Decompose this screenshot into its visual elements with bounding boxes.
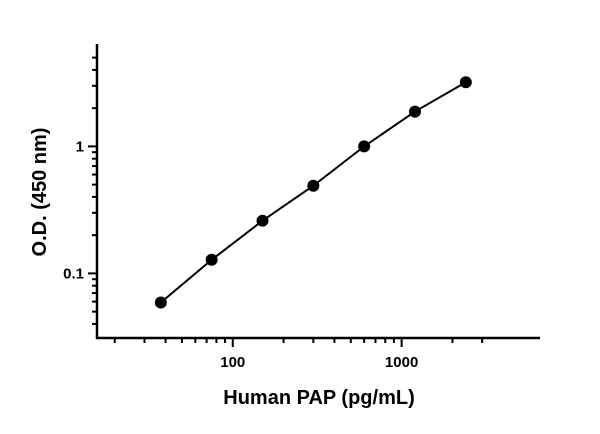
- x-axis-label: Human PAP (pg/mL): [223, 387, 414, 409]
- data-point: [154, 296, 167, 309]
- x-tick-label: 100: [220, 354, 245, 371]
- y-tick-label: 1: [76, 138, 84, 155]
- series-line: [160, 81, 467, 304]
- data-point: [459, 76, 472, 89]
- y-tick-label: 0.1: [63, 265, 84, 282]
- data-point: [358, 140, 371, 153]
- data-point: [205, 253, 218, 266]
- y-axis-label: O.D. (450 nm): [29, 128, 51, 257]
- data-point: [408, 105, 421, 118]
- data-point: [256, 214, 269, 227]
- x-tick-label: 1000: [385, 354, 418, 371]
- data-point: [307, 179, 320, 192]
